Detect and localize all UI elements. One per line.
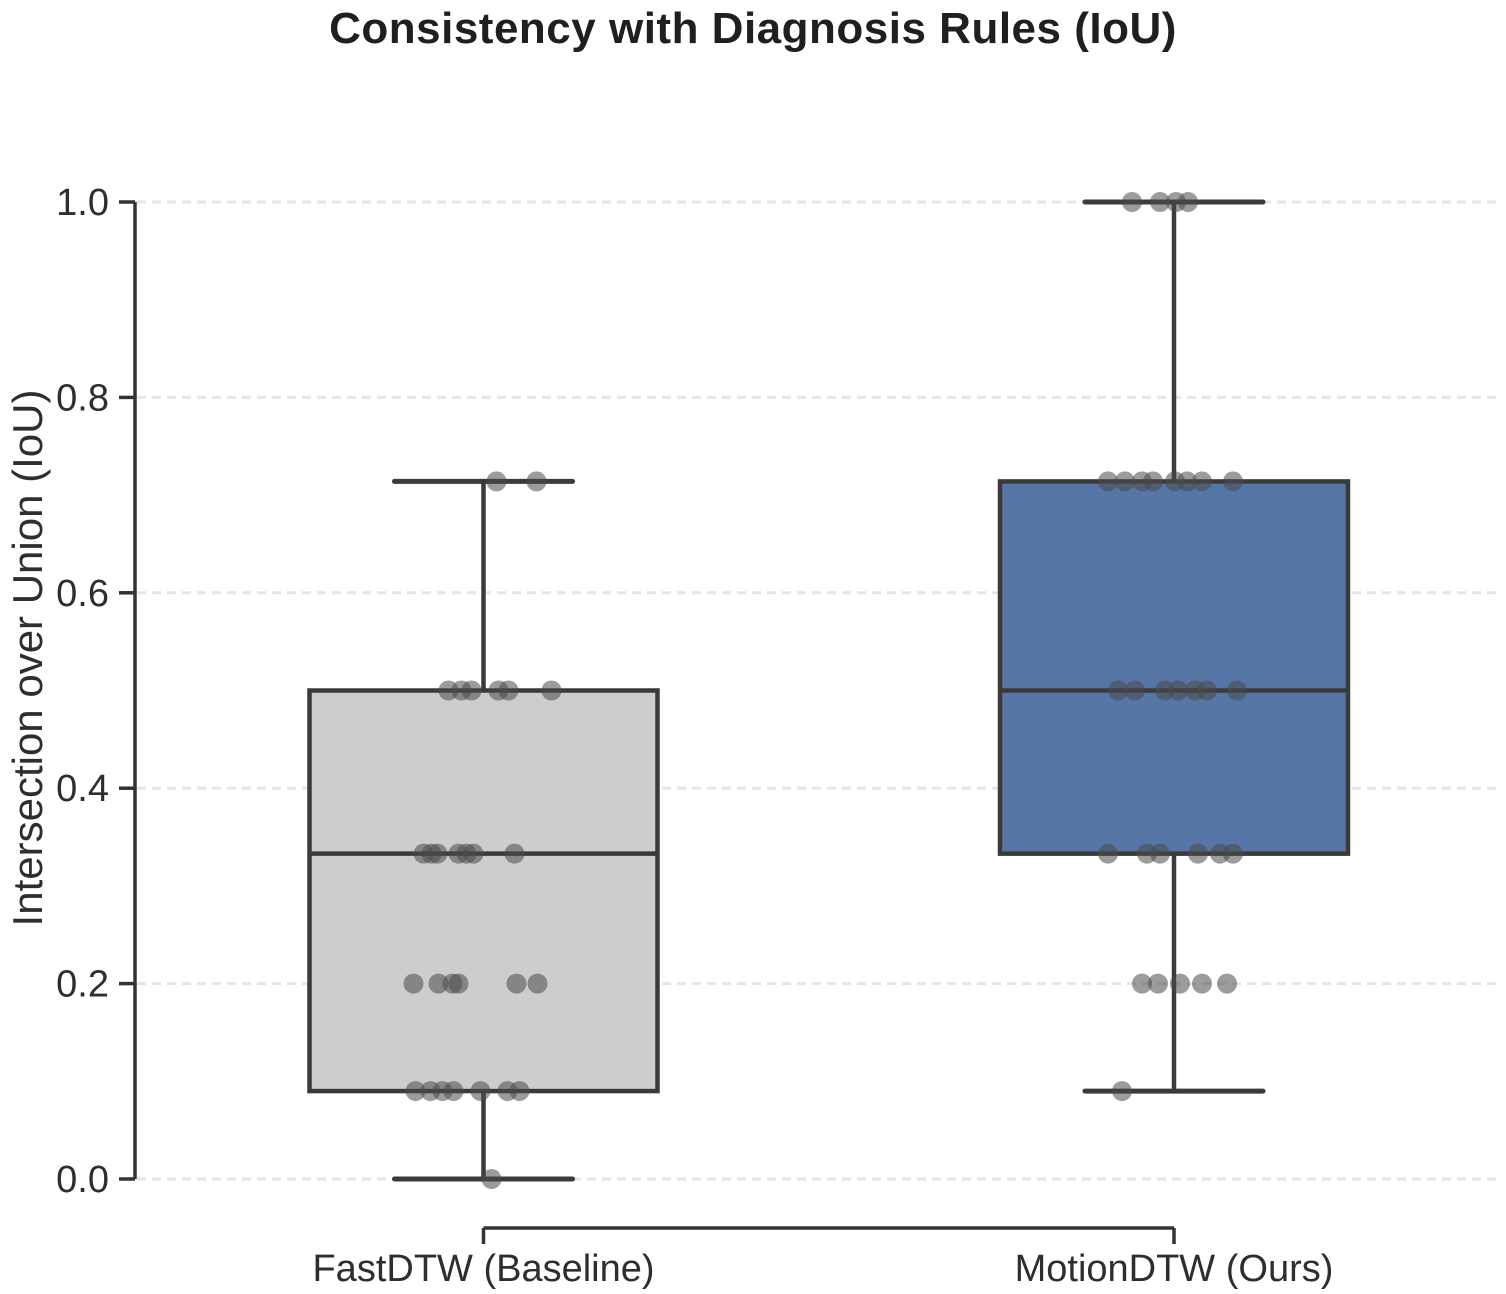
data-point xyxy=(443,1081,464,1102)
data-point xyxy=(509,1081,530,1102)
data-point xyxy=(1150,192,1170,212)
data-point xyxy=(1178,192,1198,212)
data-point xyxy=(463,843,484,864)
data-point xyxy=(486,471,507,492)
data-point xyxy=(1148,973,1168,994)
data-point xyxy=(1122,192,1142,212)
data-point xyxy=(527,973,548,994)
data-point xyxy=(1115,471,1135,492)
y-tick-label: 0.2 xyxy=(56,964,109,1006)
data-point xyxy=(498,680,519,701)
data-point xyxy=(1150,843,1170,864)
data-point xyxy=(481,1169,502,1189)
data-point xyxy=(470,1081,491,1102)
y-tick-label: 0.4 xyxy=(56,768,109,810)
data-point xyxy=(1227,680,1247,701)
data-point xyxy=(504,843,525,864)
data-point xyxy=(541,680,562,701)
data-point xyxy=(1098,843,1118,864)
data-point xyxy=(403,973,424,994)
data-point xyxy=(1168,680,1188,701)
chart-title: Consistency with Diagnosis Rules (IoU) xyxy=(329,4,1177,53)
data-point xyxy=(1223,843,1243,864)
data-point xyxy=(448,973,469,994)
data-point xyxy=(1143,471,1163,492)
data-point xyxy=(1170,973,1190,994)
data-point xyxy=(1192,973,1212,994)
data-point xyxy=(1132,973,1152,994)
y-tick-label: 0.0 xyxy=(56,1159,109,1201)
data-point xyxy=(1125,680,1145,701)
y-tick-label: 0.8 xyxy=(56,377,109,419)
data-point xyxy=(1112,1081,1132,1102)
box-baseline xyxy=(307,688,660,1094)
data-point xyxy=(1188,843,1208,864)
data-point xyxy=(461,680,482,701)
data-point xyxy=(405,1081,426,1102)
y-tick-label: 0.6 xyxy=(56,573,109,615)
data-point xyxy=(506,973,527,994)
data-point xyxy=(1217,973,1237,994)
data-point xyxy=(526,471,547,492)
data-point xyxy=(427,843,448,864)
data-point xyxy=(428,973,449,994)
data-point xyxy=(1177,471,1197,492)
data-point xyxy=(1223,471,1243,492)
y-tick-label: 1.0 xyxy=(56,182,109,224)
x-tick-label: FastDTW (Baseline) xyxy=(312,1248,654,1290)
data-point xyxy=(1197,680,1217,701)
x-tick-label: MotionDTW (Ours) xyxy=(1015,1248,1334,1290)
data-point xyxy=(1192,471,1212,492)
data-point xyxy=(1108,680,1128,701)
data-point xyxy=(1098,471,1118,492)
box-ours xyxy=(997,479,1351,856)
